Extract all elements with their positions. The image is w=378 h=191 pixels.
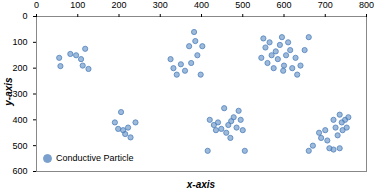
svg-text:800: 800 — [359, 0, 374, 10]
svg-text:200: 200 — [12, 63, 27, 73]
svg-text:400: 400 — [12, 115, 27, 125]
svg-text:0: 0 — [34, 0, 39, 10]
svg-text:600: 600 — [276, 0, 291, 10]
html-text:x-axis: x-axis — [186, 179, 216, 190]
html-text:Conductive Particle: Conductive Particle — [56, 153, 134, 163]
svg-text:500: 500 — [235, 0, 250, 10]
svg-text:300: 300 — [153, 0, 168, 10]
svg-text:200: 200 — [111, 0, 126, 10]
svg-text:600: 600 — [12, 166, 27, 176]
svg-text:100: 100 — [12, 37, 27, 47]
svg-text:700: 700 — [318, 0, 333, 10]
svg-text:300: 300 — [12, 89, 27, 99]
html-text:y-axis: y-axis — [2, 77, 14, 106]
svg-text:400: 400 — [194, 0, 209, 10]
svg-text:100: 100 — [70, 0, 85, 10]
svg-text:500: 500 — [12, 141, 27, 151]
svg-text:0: 0 — [22, 11, 27, 21]
